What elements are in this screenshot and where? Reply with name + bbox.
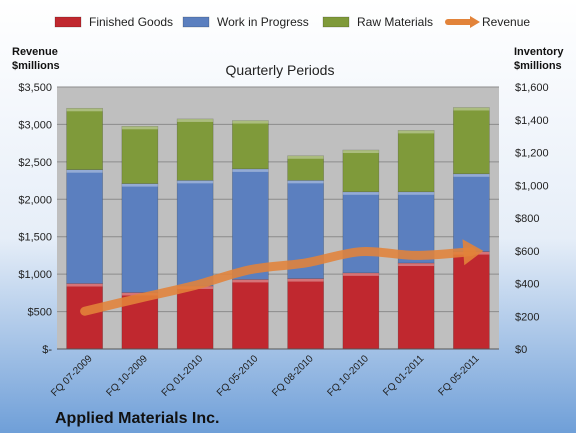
bar-highlight — [342, 191, 379, 195]
right-axis-label-line1: Inventory — [514, 46, 564, 58]
company-name: Applied Materials Inc. — [55, 410, 219, 427]
revenue-line-layer — [80, 239, 484, 316]
bar-raw-materials — [342, 149, 380, 193]
chart-title: Quarterly Periods — [226, 62, 335, 78]
bar-raw-materials — [232, 120, 269, 170]
left-axis-tick-label: $3,500 — [18, 82, 52, 94]
legend-swatch-work-in-progress — [182, 16, 210, 28]
right-axis-tick-label: $1,400 — [515, 115, 549, 127]
left-axis-tick-label: $3,000 — [18, 119, 52, 131]
right-axis-tick-label: $1,200 — [515, 148, 549, 160]
bar-raw-materials — [176, 118, 214, 181]
bar-highlight — [121, 126, 158, 130]
bar-highlight — [232, 168, 269, 172]
bar-finished-goods — [66, 283, 103, 350]
left-axis-tick-label: $1,500 — [18, 232, 52, 244]
bar-highlight — [66, 169, 103, 173]
legend-swatch-raw-materials — [322, 16, 350, 28]
right-axis-tick-label: $400 — [515, 279, 539, 291]
bar-highlight — [453, 173, 490, 177]
bar-finished-goods — [342, 272, 380, 350]
bar-highlight — [398, 263, 435, 267]
bar-finished-goods — [397, 262, 435, 350]
bar-finished-goods — [176, 285, 214, 350]
legend-swatch-finished-goods — [54, 16, 82, 28]
legend-label-finished-goods: Finished Goods — [89, 15, 173, 29]
left-axis-tick-label: $2,500 — [18, 157, 52, 169]
bar-finished-goods — [453, 251, 490, 350]
left-axis-ticks: $- $500 $1,000 $1,500 $2,000 $2,500 $3,000 $3,5… — [18, 82, 52, 356]
bar-highlight — [232, 279, 269, 283]
bar-highlight — [342, 272, 379, 276]
bar-raw-materials — [397, 130, 435, 193]
legend: Finished Goods Work in Progress Raw Materi… — [54, 15, 530, 29]
right-axis-tick-label: $200 — [515, 311, 539, 323]
right-axis-tick-label: $1,000 — [515, 180, 549, 192]
right-axis-tick-label: $0 — [515, 344, 527, 356]
left-axis-tick-label: $- — [42, 344, 52, 356]
revenue-arrowhead — [462, 239, 484, 266]
bar-raw-materials — [66, 107, 103, 170]
bar-highlight — [287, 278, 324, 282]
bar-highlight — [398, 130, 435, 134]
bar-highlight — [177, 180, 214, 184]
right-axis-tick-label: $600 — [515, 246, 539, 258]
bar-highlight — [453, 107, 490, 111]
right-axis-tick-label: $800 — [515, 213, 539, 225]
bar-work-in-progress — [176, 180, 214, 287]
left-axis-tick-label: $1,000 — [18, 269, 52, 281]
legend-label-work-in-progress: Work in Progress — [217, 15, 309, 29]
left-axis-tick-label: $2,000 — [18, 194, 52, 206]
bar-highlight — [398, 191, 435, 195]
bar-raw-materials — [121, 126, 159, 184]
left-axis-label-line1: Revenue — [12, 46, 58, 58]
bar-finished-goods — [232, 279, 269, 350]
bar-work-in-progress — [453, 173, 490, 252]
bar-highlight — [232, 120, 269, 124]
bar-highlight — [121, 183, 158, 187]
bar-finished-goods — [287, 278, 324, 350]
bar-highlight — [66, 108, 103, 112]
right-axis-label-line2: $millions — [514, 60, 562, 72]
legend-label-revenue: Revenue — [482, 15, 530, 29]
legend-label-raw-materials: Raw Materials — [357, 15, 433, 29]
bar-highlight — [342, 150, 379, 154]
left-axis-label-line2: $millions — [12, 60, 60, 72]
bar-raw-materials — [453, 107, 490, 175]
bar-work-in-progress — [66, 169, 103, 284]
bar-work-in-progress — [232, 168, 269, 280]
revenue-line — [80, 246, 476, 316]
left-axis-tick-label: $500 — [28, 307, 52, 319]
bar-highlight — [287, 155, 324, 159]
bar-work-in-progress — [121, 183, 159, 293]
bar-highlight — [177, 118, 214, 122]
bar-highlight — [287, 180, 324, 184]
right-axis-tick-label: $1,600 — [515, 82, 549, 94]
bar-raw-materials — [287, 155, 324, 181]
legend-swatch-arrow — [470, 16, 480, 28]
bar-highlight — [66, 283, 103, 287]
right-axis-ticks: $0 $200 $400 $600 $800 $1,000 $1,200 $1,400 $1,6… — [515, 82, 549, 356]
bar-work-in-progress — [342, 191, 380, 274]
